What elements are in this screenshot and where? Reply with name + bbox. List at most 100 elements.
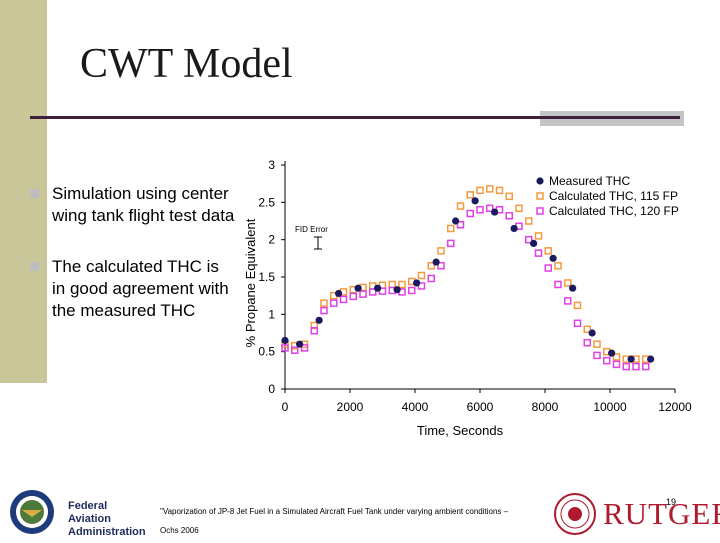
rutgers-seal-icon: [554, 493, 596, 535]
data-point-calc120: [505, 212, 513, 220]
bullet-item: Simulation using center wing tank flight…: [30, 183, 235, 227]
title-rule: [30, 116, 680, 119]
data-point-calc120: [456, 220, 465, 229]
data-point-measured: [315, 316, 323, 324]
bullet-item: The calculated THC is in good agreement …: [30, 256, 235, 322]
rutgers-wordmark: RUTGERS: [603, 496, 720, 531]
legend-label: Calculated THC, 120 FP: [549, 204, 679, 218]
data-point-calc115: [525, 217, 533, 225]
data-point-calc115: [486, 185, 494, 193]
data-point-measured: [281, 336, 289, 345]
data-point-calc120: [603, 356, 611, 365]
data-point-calc115: [495, 186, 504, 195]
faa-name: Federal Aviation Administration: [68, 500, 148, 539]
data-point-calc120: [642, 362, 650, 371]
data-point-calc115: [437, 247, 445, 255]
data-point-calc120: [583, 338, 591, 347]
data-point-calc120: [320, 306, 328, 315]
data-point-calc120: [349, 292, 357, 301]
data-point-calc115: [427, 262, 435, 270]
data-point-measured: [471, 197, 479, 205]
data-point-measured: [647, 355, 655, 363]
data-point-measured: [510, 224, 518, 233]
data-point-calc120: [564, 297, 572, 305]
y-tick-label: 1: [268, 307, 275, 321]
footnote: "Vaporization of JP-8 Jet Fuel in a Simu…: [160, 502, 530, 540]
data-point-calc115: [544, 247, 552, 255]
data-point-calc120: [330, 299, 338, 307]
accent-bar: [0, 0, 47, 383]
fid-error-annotation: FID Error: [295, 225, 328, 234]
data-point-calc120: [310, 327, 318, 335]
data-point-measured: [354, 284, 362, 292]
x-tick-label: 6000: [467, 400, 494, 414]
x-tick-label: 0: [282, 400, 289, 414]
data-point-calc120: [300, 344, 309, 352]
data-point-calc120: [612, 360, 621, 369]
data-point-calc115: [612, 353, 621, 361]
footnote-line2: Ochs 2006: [160, 526, 199, 535]
data-point-calc120: [534, 249, 543, 257]
thc-chart: 0 2000 4000 6000 8000 10000 12000 0 0.5 1 1.5 2 2.5 3…: [238, 143, 704, 443]
slide-title: CWT Model: [80, 41, 293, 87]
data-point-calc115: [456, 202, 465, 210]
bullet-text: Simulation using center wing tank flight…: [52, 184, 235, 225]
bullet-square-icon: [30, 189, 39, 198]
y-tick-label: 2: [268, 233, 275, 247]
data-point-calc115: [447, 224, 455, 233]
data-point-calc115: [573, 301, 582, 310]
data-point-calc115: [564, 279, 572, 287]
data-point-calc115: [466, 191, 474, 199]
data-point-calc120: [447, 239, 455, 248]
data-point-measured: [608, 349, 616, 357]
x-tick-label: 12000: [658, 400, 692, 414]
legend-marker: [536, 192, 544, 200]
faa-seal-icon: [10, 490, 54, 534]
data-point-calc115: [593, 340, 601, 348]
data-point-calc120: [408, 286, 416, 295]
data-point-measured: [491, 208, 499, 216]
data-point-calc115: [417, 271, 426, 280]
data-point-calc120: [291, 346, 299, 354]
faa-logo: Federal Aviation Administration: [0, 487, 148, 539]
legend-marker: [536, 177, 544, 185]
data-point-measured: [549, 254, 557, 262]
data-point-calc115: [320, 299, 328, 307]
data-point-measured: [432, 258, 440, 266]
faa-line2: Administration: [68, 526, 146, 538]
bullet-text: The calculated THC is in good agreement …: [52, 257, 229, 320]
data-point-calc120: [359, 290, 367, 298]
data-point-calc120: [339, 295, 348, 304]
data-point-calc120: [437, 262, 445, 270]
data-point-calc115: [388, 280, 396, 289]
data-point-calc120: [622, 362, 630, 371]
data-point-calc115: [554, 262, 562, 270]
legend-label: Calculated THC, 115 FP: [549, 189, 678, 203]
data-point-calc115: [515, 204, 523, 213]
data-point-calc120: [466, 209, 474, 218]
y-tick-label: 0.5: [258, 345, 275, 359]
data-point-calc120: [554, 280, 562, 289]
data-point-calc120: [281, 344, 289, 352]
data-point-measured: [393, 286, 401, 294]
data-point-calc120: [632, 362, 640, 371]
data-point-calc115: [505, 192, 513, 201]
page-number: 19: [666, 497, 677, 507]
y-tick-label: 2.5: [258, 195, 275, 209]
data-point-measured: [627, 355, 635, 363]
data-point-calc120: [427, 274, 435, 283]
data-point-calc120: [486, 204, 494, 213]
data-point-calc115: [310, 321, 318, 330]
footnote-line1: "Vaporization of JP-8 Jet Fuel in a Simu…: [160, 507, 509, 516]
chart-svg: 0 2000 4000 6000 8000 10000 12000 0 0.5 1 1.5 2 2.5 3…: [243, 158, 692, 438]
data-point-calc115: [583, 325, 591, 334]
data-point-calc120: [369, 288, 377, 296]
data-point-calc120: [525, 235, 533, 244]
data-point-calc120: [476, 206, 484, 214]
data-point-calc120: [544, 264, 552, 272]
data-point-calc120: [573, 319, 582, 328]
data-point-calc120: [593, 351, 601, 360]
rutgers-logo: [552, 490, 720, 538]
bullet-list: Simulation using center wing tank flight…: [30, 183, 235, 351]
data-point-measured: [530, 239, 538, 247]
